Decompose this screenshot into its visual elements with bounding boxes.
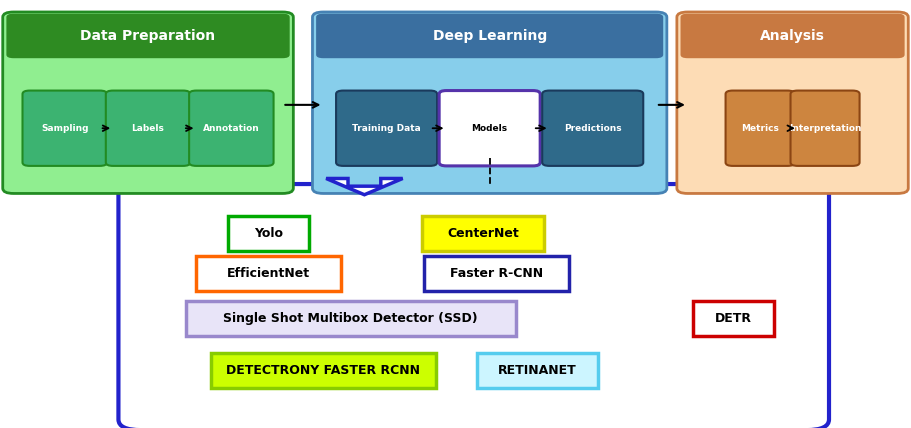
FancyBboxPatch shape	[725, 91, 794, 166]
Text: Labels: Labels	[131, 124, 165, 133]
FancyBboxPatch shape	[439, 91, 540, 166]
FancyBboxPatch shape	[791, 91, 860, 166]
FancyBboxPatch shape	[106, 91, 190, 166]
Text: Yolo: Yolo	[254, 227, 283, 240]
Text: EfficientNet: EfficientNet	[227, 268, 311, 280]
FancyBboxPatch shape	[677, 12, 908, 193]
FancyBboxPatch shape	[692, 301, 774, 336]
FancyBboxPatch shape	[542, 91, 643, 166]
Text: Deep Learning: Deep Learning	[433, 29, 547, 43]
FancyBboxPatch shape	[196, 256, 342, 291]
FancyBboxPatch shape	[210, 353, 436, 388]
FancyBboxPatch shape	[6, 14, 290, 58]
FancyBboxPatch shape	[422, 216, 544, 251]
FancyBboxPatch shape	[3, 12, 293, 193]
FancyBboxPatch shape	[681, 14, 905, 58]
Text: RETINANET: RETINANET	[498, 364, 577, 377]
FancyBboxPatch shape	[312, 12, 667, 193]
Text: CenterNet: CenterNet	[447, 227, 518, 240]
FancyBboxPatch shape	[186, 301, 516, 336]
Polygon shape	[326, 178, 403, 195]
FancyBboxPatch shape	[189, 91, 273, 166]
FancyBboxPatch shape	[336, 91, 437, 166]
Text: DETR: DETR	[715, 312, 752, 325]
FancyBboxPatch shape	[316, 14, 663, 58]
Text: DETECTRONY FASTER RCNN: DETECTRONY FASTER RCNN	[227, 364, 420, 377]
Text: Single Shot Multibox Detector (SSD): Single Shot Multibox Detector (SSD)	[223, 312, 478, 325]
Text: Data Preparation: Data Preparation	[80, 29, 216, 43]
FancyBboxPatch shape	[424, 256, 569, 291]
Text: Annotation: Annotation	[203, 124, 260, 133]
FancyBboxPatch shape	[228, 216, 310, 251]
FancyBboxPatch shape	[118, 184, 829, 428]
FancyBboxPatch shape	[23, 91, 107, 166]
Text: Metrics: Metrics	[742, 124, 779, 133]
Text: Models: Models	[472, 124, 507, 133]
Text: Training Data: Training Data	[353, 124, 421, 133]
Text: Sampling: Sampling	[41, 124, 88, 133]
FancyBboxPatch shape	[476, 353, 599, 388]
Text: Faster R-CNN: Faster R-CNN	[450, 268, 543, 280]
Text: Predictions: Predictions	[564, 124, 621, 133]
Text: Analysis: Analysis	[760, 29, 825, 43]
Text: Interpretation: Interpretation	[789, 124, 861, 133]
